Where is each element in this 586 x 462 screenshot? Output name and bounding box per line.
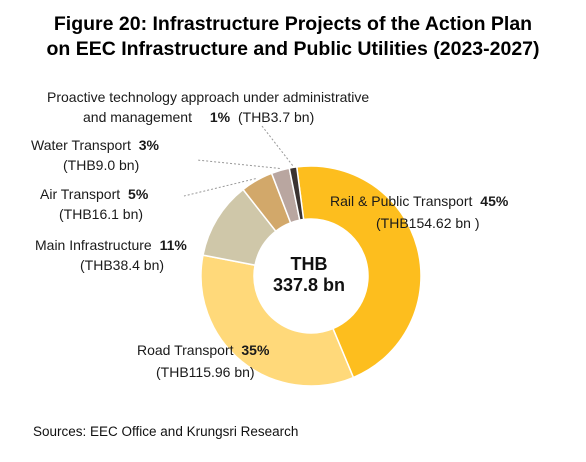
label-road-amount: (THB115.96 bn) [156, 364, 255, 380]
label-air-line1: Air Transport 5% [40, 186, 149, 202]
label-proactive-percent: 1% [210, 109, 231, 125]
label-water-line1: Water Transport 3% [31, 137, 160, 153]
label-water-amount: (THB9.0 bn) [63, 157, 139, 173]
label-rail-percent: 45% [480, 193, 509, 209]
label-rail-amount: (THB154.62 bn ) [376, 215, 480, 231]
center-label-total: 337.8 bn [273, 275, 345, 295]
label-proactive-line2: and management 1% (THB3.7 bn) [83, 109, 314, 125]
label-road-percent: 35% [241, 342, 270, 358]
chart-title: Figure 20: Infrastructure Projects of th… [0, 12, 586, 62]
leader-line-water [196, 159, 280, 169]
label-water-percent: 3% [139, 137, 160, 153]
leader-line-proactive [261, 125, 294, 166]
label-main-percent: 11% [160, 237, 188, 253]
leader-line-air [183, 178, 256, 197]
label-air-percent: 5% [128, 186, 149, 202]
label-main-amount: (THB38.4 bn) [80, 257, 164, 273]
label-main-line1: Main Infrastructure 11% [35, 237, 187, 253]
center-label-currency: THB [291, 254, 328, 274]
leader-lines [183, 125, 294, 197]
label-rail-name: Rail & Public Transport [330, 193, 473, 209]
slice-rail [295, 165, 422, 379]
label-proactive-name: and management [83, 109, 192, 125]
title-line-2: on EEC Infrastructure and Public Utiliti… [46, 38, 540, 60]
donut-slices [200, 165, 422, 387]
label-road-name: Road Transport [137, 342, 234, 358]
label-main-name: Main Infrastructure [35, 237, 152, 253]
label-road-line1: Road Transport 35% [137, 342, 270, 358]
label-proactive-name-line1: Proactive technology approach under admi… [47, 89, 369, 105]
label-air-amount: (THB16.1 bn) [59, 206, 143, 222]
label-proactive-amount: (THB3.7 bn) [238, 109, 314, 125]
label-air-name: Air Transport [40, 186, 120, 202]
source-note: Sources: EEC Office and Krungsri Researc… [33, 424, 299, 439]
label-rail-line1: Rail & Public Transport 45% [330, 193, 509, 209]
slice-proactive [288, 166, 305, 222]
slice-road [200, 254, 355, 387]
title-line-1: Figure 20: Infrastructure Projects of th… [53, 13, 533, 35]
label-water-name: Water Transport [31, 137, 131, 153]
